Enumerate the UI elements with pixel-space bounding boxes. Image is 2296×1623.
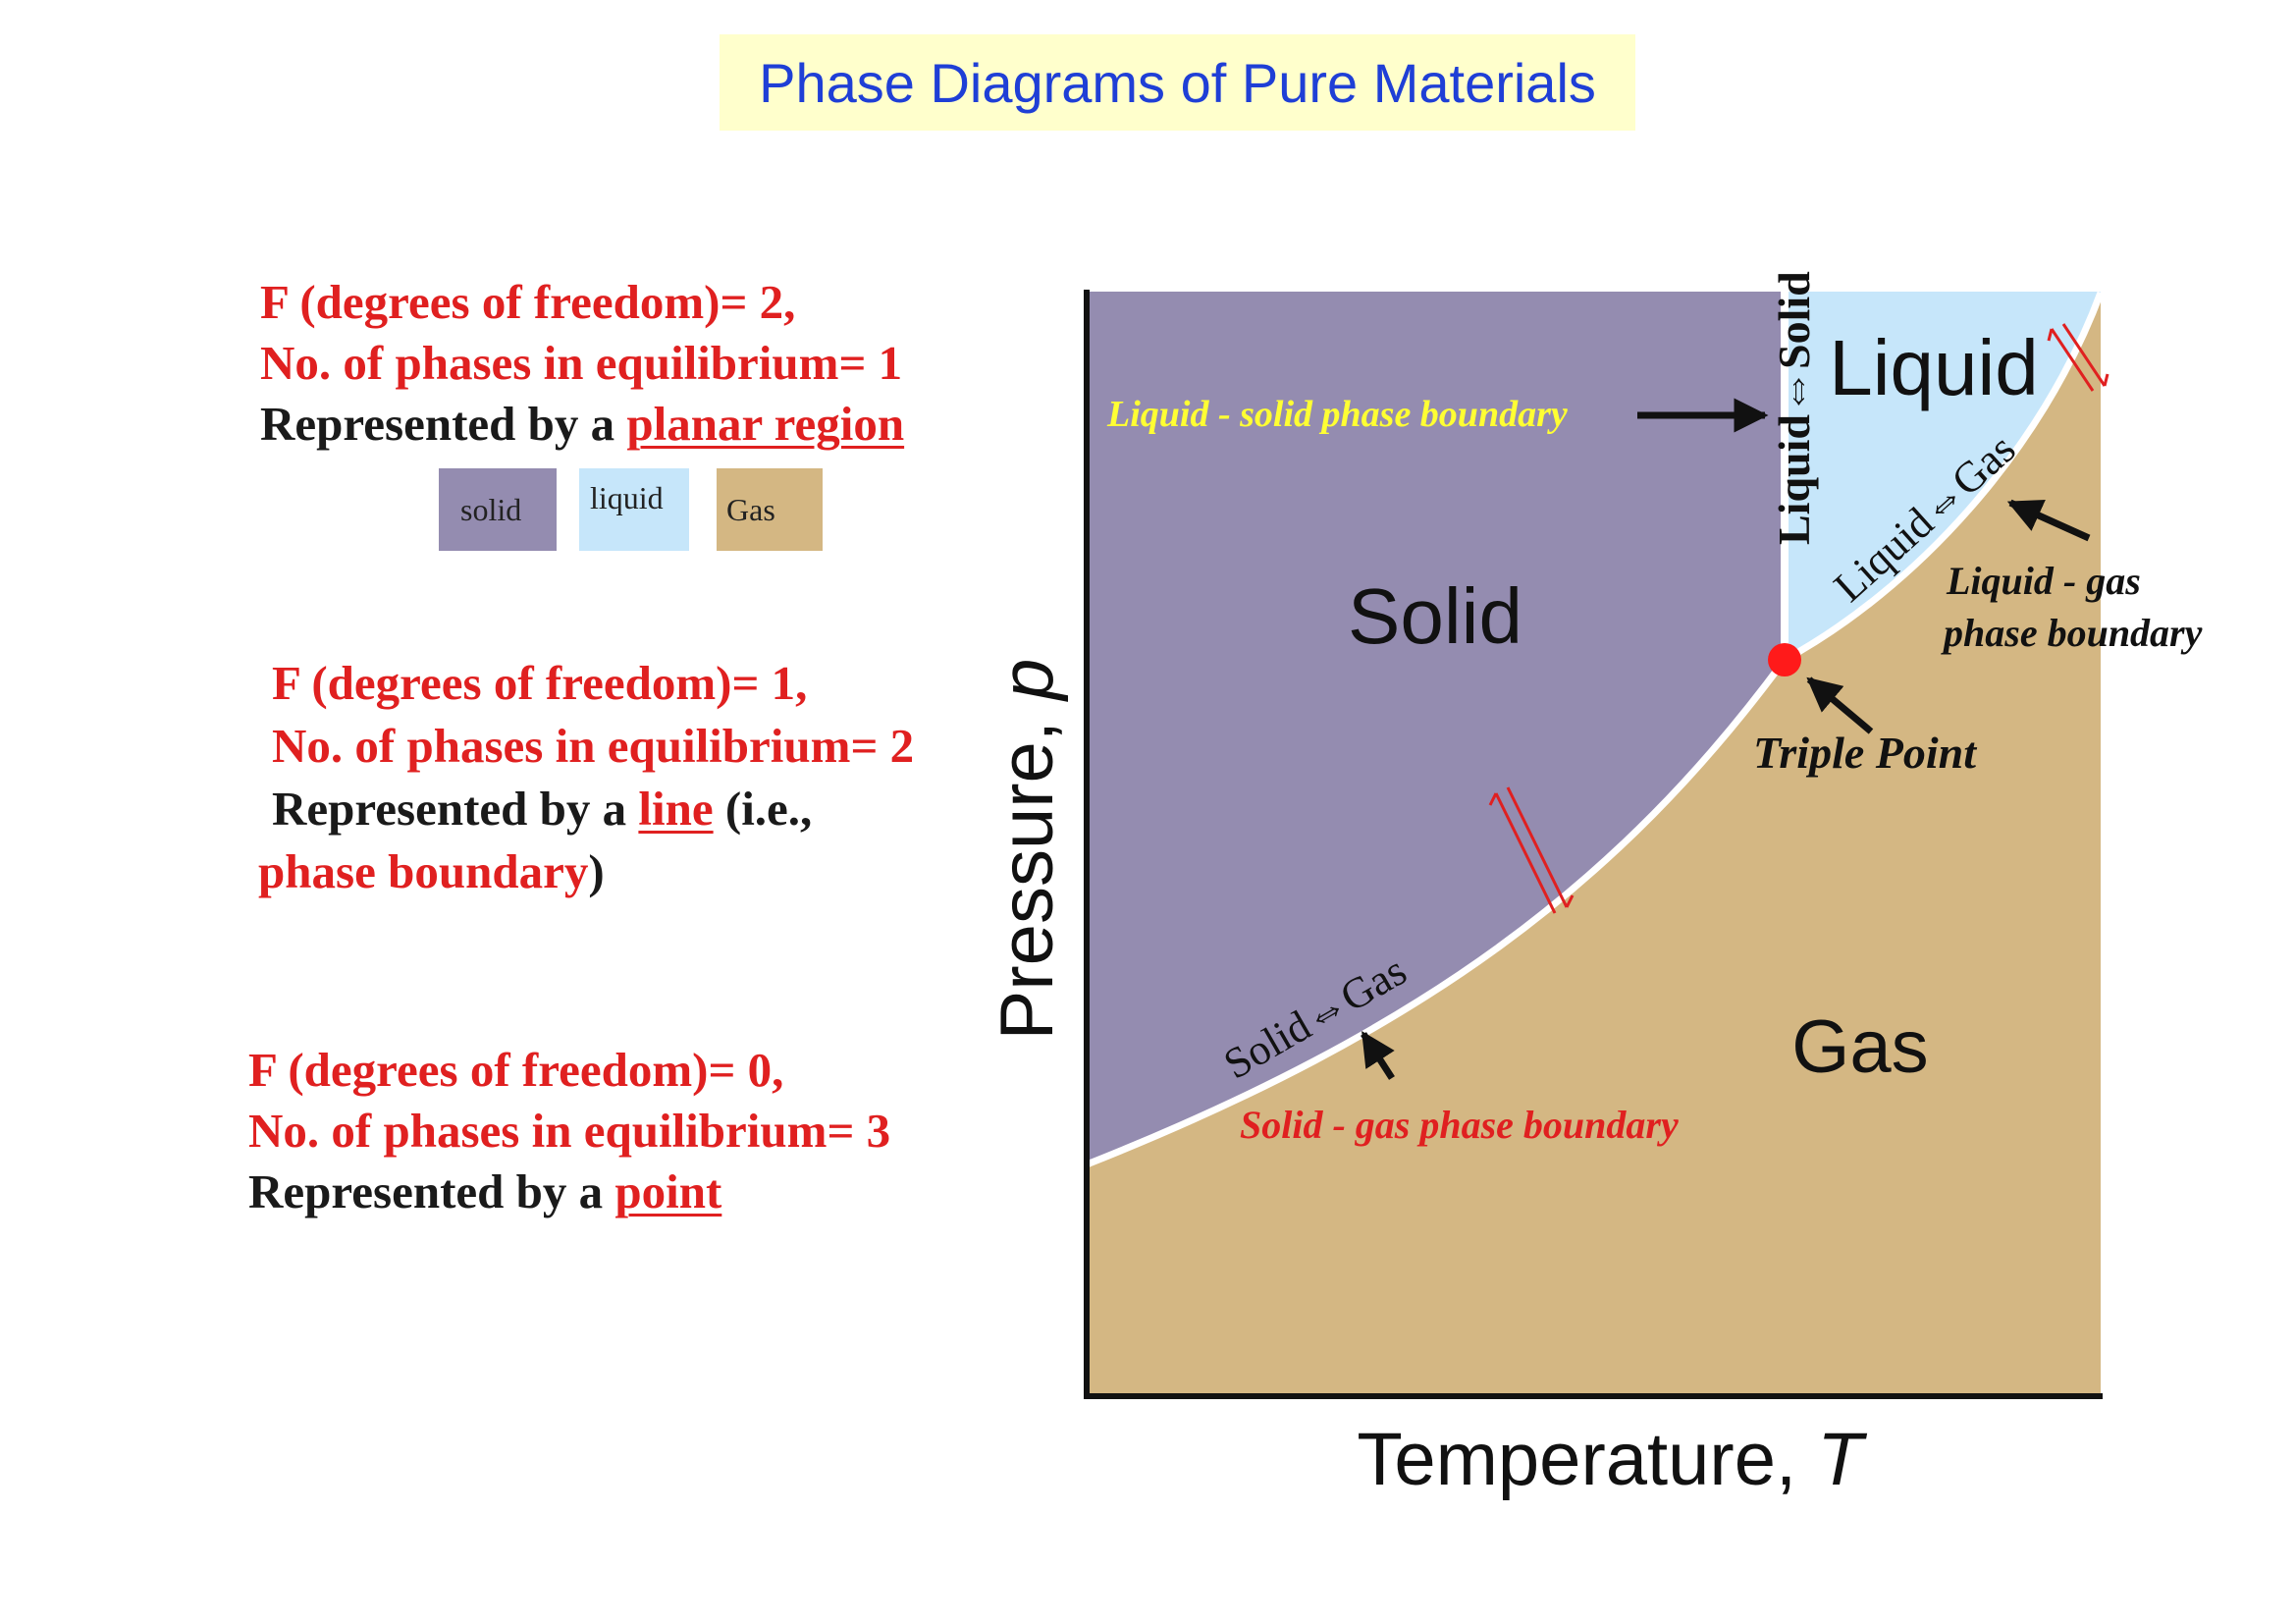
- liquid-region-label: Liquid: [1829, 324, 2039, 411]
- gas-region: [1087, 293, 2101, 1396]
- planar-freedom-text: F (degrees of freedom)= 2,: [260, 275, 796, 329]
- solid-gas-arrow: [1361, 1031, 1395, 1080]
- block-point: F (degrees of freedom)= 0, No. of phases…: [248, 1040, 890, 1222]
- planar-represented-line: Represented by a planar region: [260, 394, 904, 455]
- legend-label-liquid: liquid: [590, 480, 664, 515]
- solid-region: [1087, 292, 1785, 1164]
- y-axis-label-text: Pressure,: [986, 700, 1069, 1040]
- line-phases-text: No. of phases in equilibrium= 2: [272, 719, 915, 773]
- point-represented-prefix: Represented by a: [248, 1164, 615, 1218]
- x-axis-label: Temperature, T: [1357, 1418, 1867, 1501]
- phase-boundary-line: phase boundary): [258, 840, 914, 903]
- legend-swatch-liquid: liquid: [579, 468, 689, 551]
- solid-liquid-curve-label: Liquid⇔Solid: [1769, 271, 1819, 545]
- line-represented-line: Represented by a line (i.e.,: [258, 778, 914, 840]
- point-represented-line: Represented by a point: [248, 1162, 890, 1222]
- solid-region-label: Solid: [1348, 572, 1522, 660]
- x-axis-symbol: T: [1817, 1418, 1867, 1501]
- equilibrium-marks-solid-gas: [1488, 786, 1575, 914]
- legend-swatch-solid: solid: [439, 468, 557, 551]
- line-freedom-text: F (degrees of freedom)= 1,: [272, 656, 808, 710]
- x-axis-label-text: Temperature,: [1357, 1418, 1817, 1501]
- line-represented-suffix: (i.e.,: [713, 782, 813, 836]
- liquid-gas-annotation-line1: Liquid - gas: [1946, 559, 2141, 603]
- y-axis-label: Pressure, p: [986, 659, 1069, 1041]
- legend-label-solid: solid: [460, 491, 522, 527]
- solid-gas-boundary-annotation: Solid - gas phase boundary: [1240, 1103, 1679, 1147]
- liquid-gas-arrow: [2006, 499, 2091, 542]
- equilibrium-marks-liquid-gas: [2047, 323, 2109, 392]
- planar-region-link: planar region: [626, 397, 905, 451]
- liquid-gas-annotation-line2: phase boundary: [1941, 611, 2203, 655]
- line-link: line: [638, 782, 714, 836]
- liquid-region: [1785, 292, 2101, 660]
- solid-gas-boundary-curve: [1085, 657, 1788, 1168]
- line-represented-prefix: Represented by a: [272, 782, 639, 836]
- planar-phases-text: No. of phases in equilibrium= 1: [260, 336, 903, 390]
- page-title: Phase Diagrams of Pure Materials: [759, 51, 1596, 114]
- planar-represented-prefix: Represented by a: [260, 397, 627, 451]
- legend-swatch-gas: Gas: [717, 468, 823, 551]
- phase-boundary-text: phase boundary: [258, 844, 589, 898]
- block-planar-region: F (degrees of freedom)= 2, No. of phases…: [260, 272, 904, 455]
- point-freedom-text: F (degrees of freedom)= 0,: [248, 1043, 784, 1097]
- triple-point-arrow: [1806, 676, 1874, 734]
- y-axis-symbol: p: [986, 659, 1069, 702]
- point-phases-text: No. of phases in equilibrium= 3: [248, 1104, 891, 1158]
- phase-boundary-suffix: ): [588, 844, 605, 898]
- triple-point-annotation: Triple Point: [1753, 728, 1977, 778]
- legend-label-gas: Gas: [726, 491, 775, 527]
- gas-region-label: Gas: [1791, 1005, 1928, 1089]
- triple-point-marker: [1768, 643, 1801, 676]
- title-banner: Phase Diagrams of Pure Materials: [720, 34, 1635, 131]
- point-link: point: [614, 1164, 722, 1218]
- liquid-solid-boundary-annotation: Liquid - solid phase boundary: [1106, 394, 1568, 435]
- block-line: F (degrees of freedom)= 1, No. of phases…: [258, 652, 914, 903]
- liquid-gas-boundary-curve: [1783, 291, 2105, 664]
